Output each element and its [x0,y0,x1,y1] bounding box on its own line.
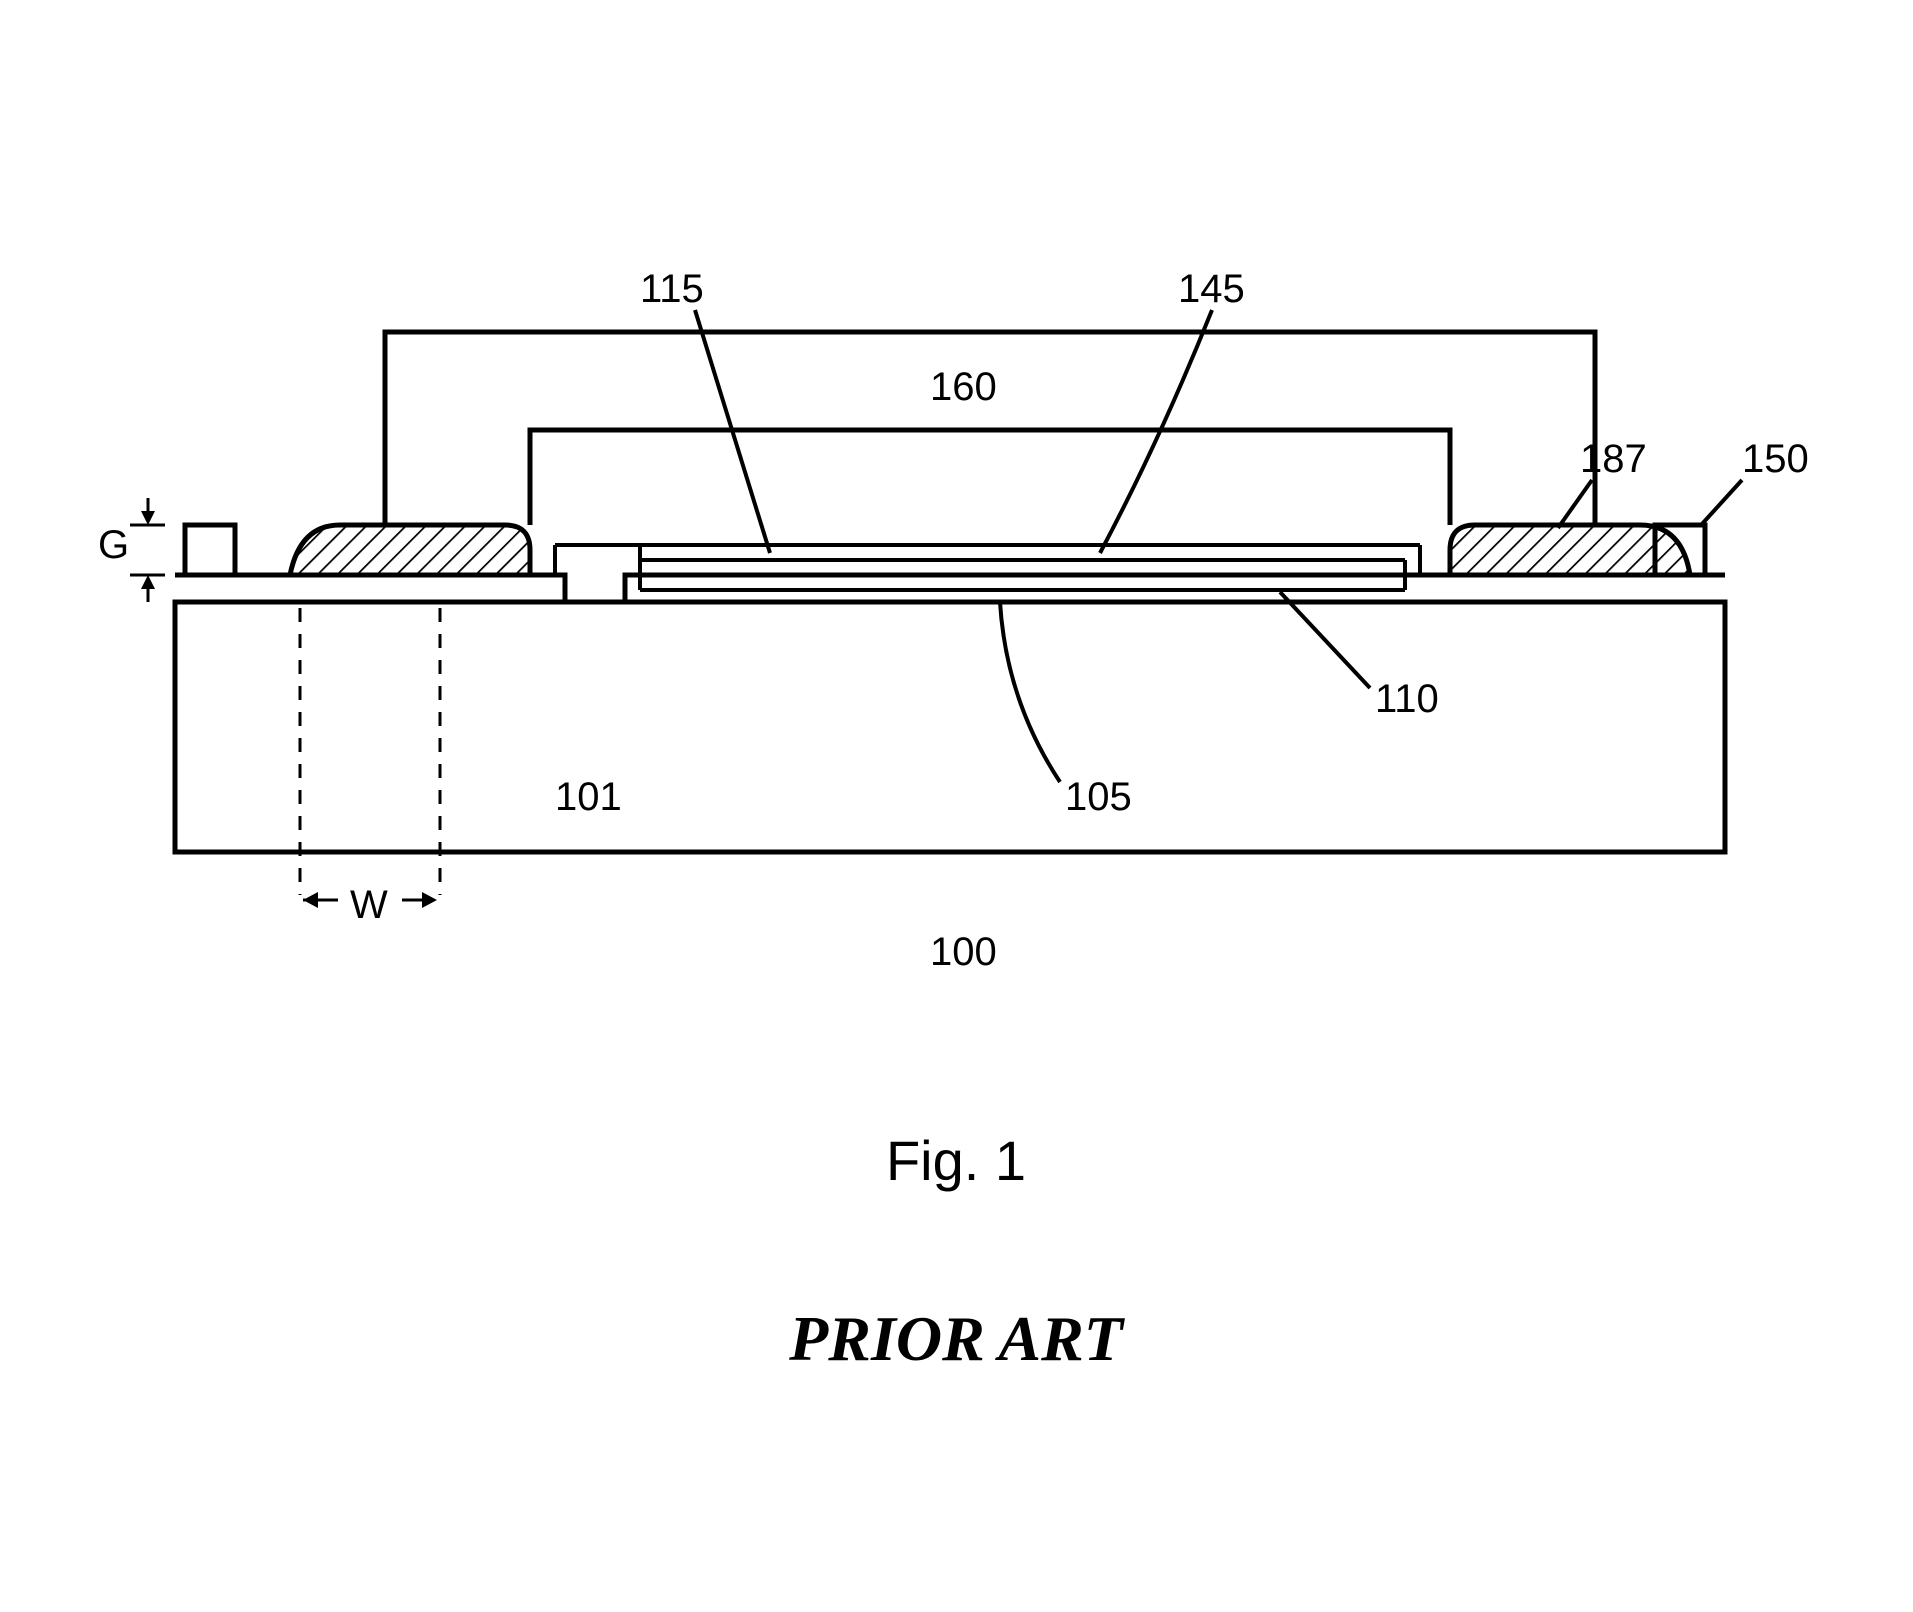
label-150: 150 [1742,437,1809,481]
substrate-101 [175,602,1725,852]
label-187: 187 [1580,437,1647,481]
label-160: 160 [930,365,997,409]
label-115: 115 [640,267,704,311]
figure-caption: Fig. 1 [886,1129,1026,1192]
leader-187 [1558,480,1592,528]
label-100: 100 [930,930,997,974]
left-small-pad [185,525,235,575]
g-arrow-top-head [141,511,155,525]
label-G: G [98,523,129,567]
thin-strip-left-step [555,545,1420,590]
w-arrow-right-head [422,892,437,908]
label-145: 145 [1178,267,1245,311]
seal-left-187 [290,525,530,575]
leader-110 [1280,592,1370,688]
leader-105 [1000,602,1060,782]
g-arrow-bot-head [141,575,155,589]
label-110: 110 [1375,677,1439,721]
label-101: 101 [555,775,622,819]
leader-150 [1702,480,1742,524]
lid-160-inner [530,430,1450,525]
seal-right-187 [1450,525,1690,575]
diagram-svg: 115 145 160 187 150 110 101 105 100 G W … [0,0,1913,1612]
label-105: 105 [1065,775,1132,819]
prior-art-caption: PRIOR ART [788,1303,1126,1374]
label-W: W [350,883,388,927]
